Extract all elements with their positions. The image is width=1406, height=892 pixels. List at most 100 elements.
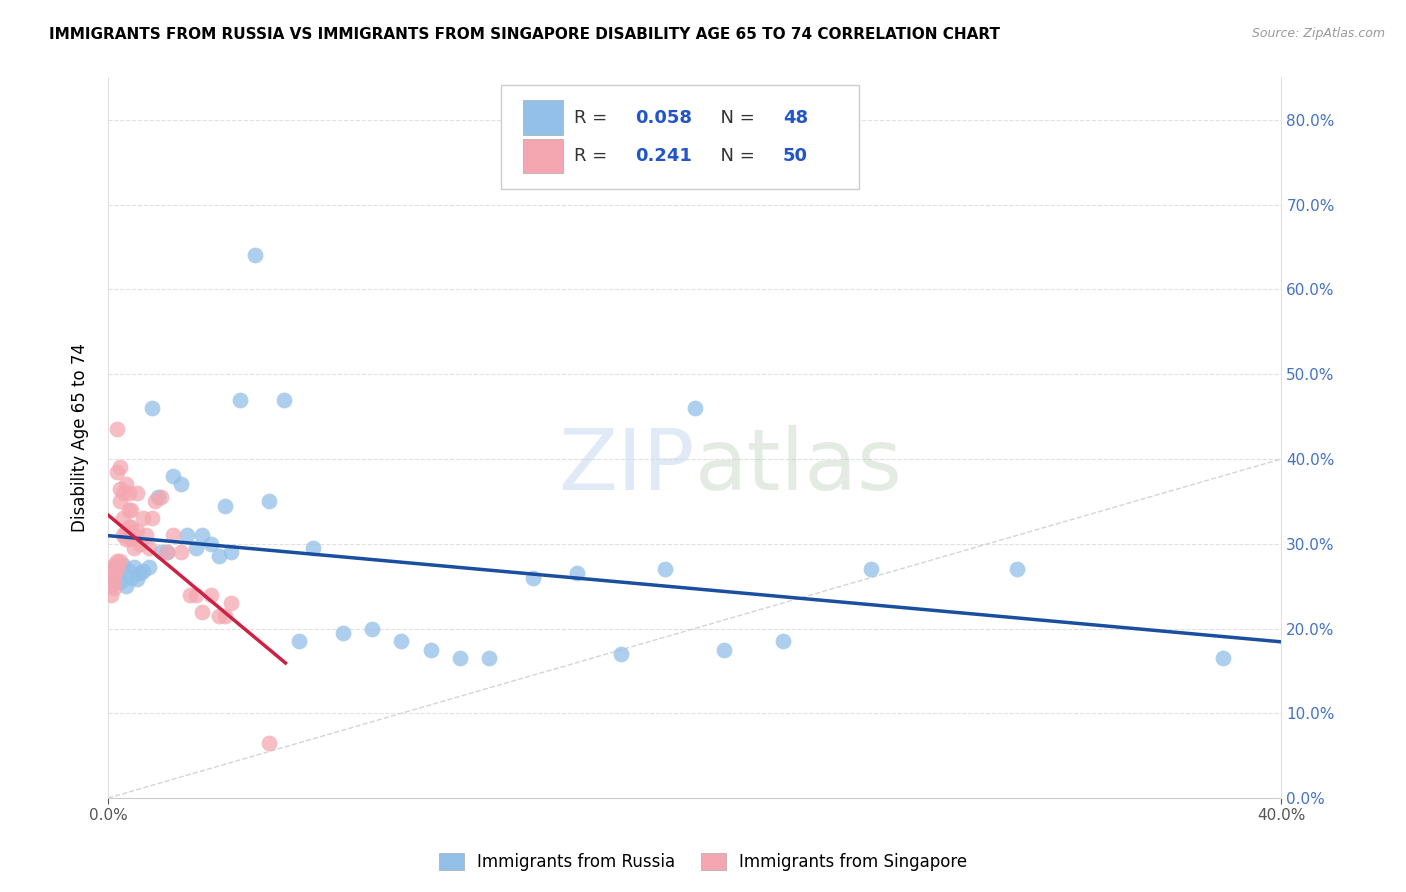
Point [114, 524, 136, 538]
Point [100, 562, 122, 576]
Legend: Immigrants from Russia, Immigrants from Singapore: Immigrants from Russia, Immigrants from … [430, 845, 976, 880]
Point [156, 545, 179, 559]
Point [332, 625, 354, 640]
Point [143, 494, 166, 508]
Point [713, 642, 735, 657]
Point [419, 642, 441, 657]
Point [127, 486, 149, 500]
Point [108, 460, 131, 475]
Point [124, 528, 146, 542]
Point [389, 634, 412, 648]
Point [105, 562, 128, 576]
Point [108, 574, 131, 589]
Text: R =: R = [574, 109, 613, 127]
Text: 48: 48 [783, 109, 808, 127]
Point [176, 528, 198, 542]
Point [120, 571, 142, 585]
Point [156, 545, 179, 559]
Point [100, 588, 122, 602]
Point [146, 490, 169, 504]
Point [162, 528, 184, 542]
Point [105, 566, 128, 581]
Point [1212, 651, 1234, 665]
Point [243, 248, 266, 262]
Point [129, 537, 152, 551]
FancyBboxPatch shape [523, 138, 564, 173]
Point [191, 605, 214, 619]
Point [105, 465, 128, 479]
Point [100, 562, 122, 576]
Point [105, 422, 128, 436]
Point [361, 622, 384, 636]
Text: Source: ZipAtlas.com: Source: ZipAtlas.com [1251, 27, 1385, 40]
Point [200, 537, 222, 551]
Point [259, 494, 281, 508]
Point [141, 401, 163, 415]
Point [214, 608, 236, 623]
Point [132, 511, 155, 525]
Point [184, 588, 207, 602]
Point [111, 511, 134, 525]
Point [478, 651, 501, 665]
Point [108, 494, 131, 508]
Point [132, 564, 155, 578]
Point [654, 562, 676, 576]
FancyBboxPatch shape [501, 85, 859, 189]
Point [111, 528, 134, 542]
Point [114, 477, 136, 491]
Y-axis label: Disability Age 65 to 74: Disability Age 65 to 74 [72, 343, 89, 533]
Point [105, 554, 128, 568]
Point [117, 503, 139, 517]
Point [219, 545, 242, 559]
Point [191, 528, 214, 542]
Point [170, 545, 193, 559]
Point [287, 634, 309, 648]
Point [522, 571, 544, 585]
Point [100, 571, 122, 585]
Point [149, 545, 172, 559]
Text: atlas: atlas [695, 425, 903, 508]
Text: 0.241: 0.241 [636, 147, 692, 165]
Point [610, 647, 633, 661]
Point [229, 392, 252, 407]
Point [103, 566, 125, 581]
Text: N =: N = [709, 147, 761, 165]
Point [302, 541, 325, 555]
Point [129, 566, 152, 581]
Text: R =: R = [574, 147, 613, 165]
Text: N =: N = [709, 109, 761, 127]
Point [219, 596, 242, 610]
Point [117, 486, 139, 500]
Point [111, 486, 134, 500]
Point [120, 533, 142, 547]
Point [127, 524, 149, 538]
Point [162, 469, 184, 483]
Point [103, 571, 125, 585]
Point [138, 560, 160, 574]
Point [108, 554, 131, 568]
Point [772, 634, 794, 648]
Point [100, 579, 122, 593]
Point [124, 560, 146, 574]
Text: IMMIGRANTS FROM RUSSIA VS IMMIGRANTS FROM SINGAPORE DISABILITY AGE 65 TO 74 CORR: IMMIGRANTS FROM RUSSIA VS IMMIGRANTS FRO… [49, 27, 1000, 42]
Point [170, 477, 193, 491]
Text: ZIP: ZIP [558, 425, 695, 508]
Point [108, 482, 131, 496]
Point [683, 401, 706, 415]
Text: 0.058: 0.058 [636, 109, 692, 127]
Point [117, 520, 139, 534]
Point [124, 541, 146, 555]
Point [208, 608, 231, 623]
Point [214, 499, 236, 513]
Point [1007, 562, 1029, 576]
Point [135, 528, 157, 542]
Point [449, 651, 471, 665]
Point [179, 588, 201, 602]
Point [184, 541, 207, 555]
FancyBboxPatch shape [523, 101, 564, 135]
Point [273, 392, 295, 407]
Point [127, 572, 149, 586]
Point [117, 564, 139, 578]
Point [111, 558, 134, 572]
Point [567, 566, 589, 581]
